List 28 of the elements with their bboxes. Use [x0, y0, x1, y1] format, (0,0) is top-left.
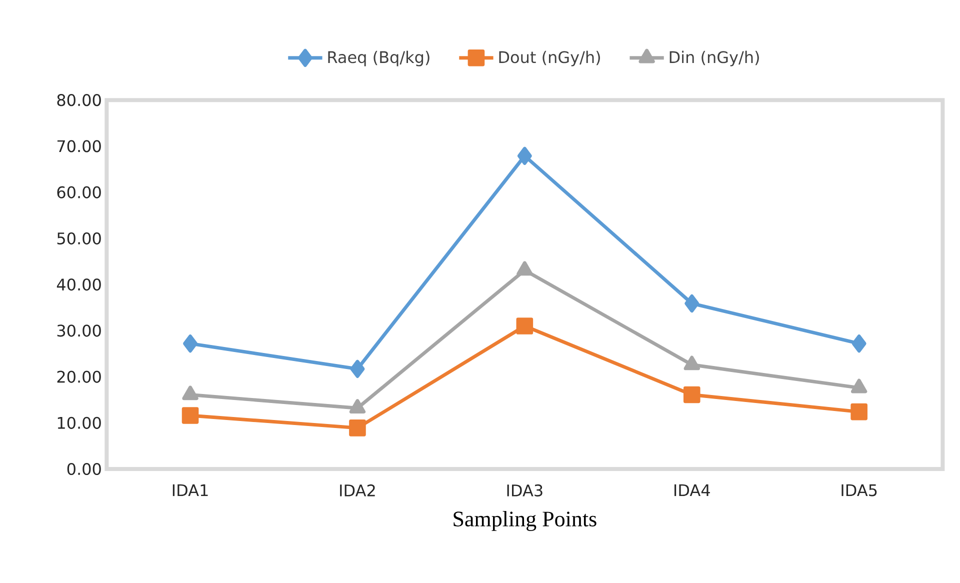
point	[683, 386, 700, 404]
y-tick-label: 80.00	[57, 94, 101, 106]
y-tick-label: 70.00	[57, 140, 101, 152]
y-tick-label: 50.00	[57, 232, 101, 244]
legend-label: Raeq (Bq/kg)	[328, 50, 430, 66]
x-tick-label: IDA2	[340, 484, 375, 496]
point	[850, 403, 868, 420]
point	[349, 420, 366, 436]
y-tick-label: 10.00	[58, 416, 101, 429]
y-tick-label: 20.00	[57, 370, 101, 383]
x-tick-label: IDA5	[842, 484, 877, 496]
point	[684, 294, 700, 313]
y-tick-label: 60.00	[57, 186, 101, 198]
x-axis-title: Sampling Points	[454, 510, 596, 531]
y-tick-label: 30.00	[57, 324, 101, 337]
legend-label: Din (nGy/h)	[670, 50, 759, 66]
y-tick-label: 0.00	[67, 462, 101, 476]
legend-label: Dout (nGy/h)	[499, 50, 600, 66]
point	[350, 360, 365, 378]
y-tick-label: 40.00	[56, 278, 101, 291]
point	[516, 318, 534, 334]
point	[183, 334, 198, 353]
point	[517, 146, 532, 165]
point	[852, 334, 866, 353]
point	[182, 407, 199, 424]
x-tick-label: IDA1	[172, 484, 208, 496]
x-tick-label: IDA3	[507, 484, 542, 496]
x-tick-label: IDA4	[674, 484, 710, 496]
